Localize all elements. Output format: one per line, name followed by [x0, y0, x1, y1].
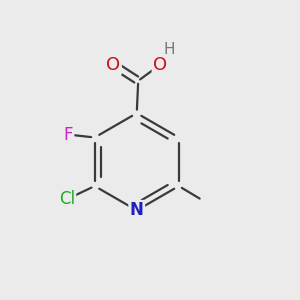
Text: N: N: [130, 201, 144, 219]
Text: F: F: [63, 125, 73, 143]
Text: O: O: [153, 56, 167, 74]
Text: H: H: [164, 41, 176, 56]
Text: O: O: [106, 56, 120, 74]
Text: Cl: Cl: [58, 190, 75, 208]
